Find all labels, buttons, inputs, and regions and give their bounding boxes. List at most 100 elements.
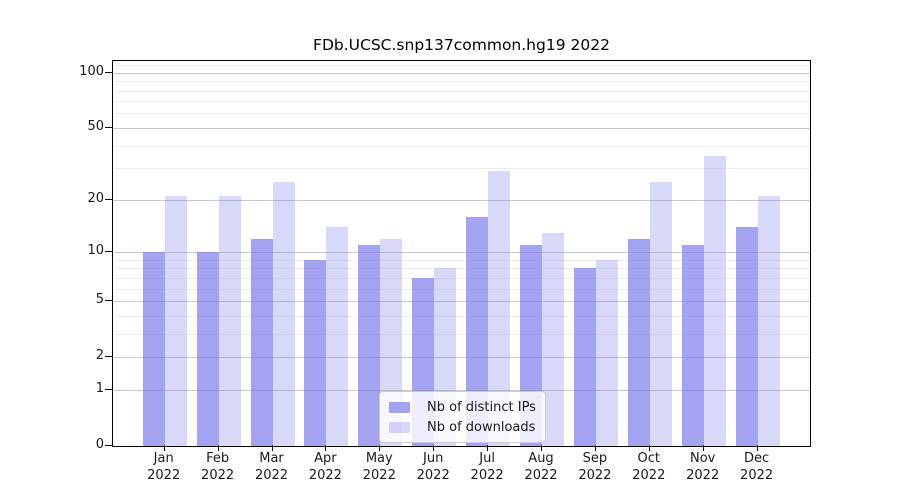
grid-minor-7	[113, 277, 810, 279]
y-tick-label-50: 50	[87, 118, 104, 134]
x-tick-label-feb: Feb 2022	[186, 450, 250, 484]
x-tick-month: Jan	[153, 451, 174, 466]
x-tick-mark-nov	[702, 445, 704, 451]
x-tick-year: 2022	[632, 468, 666, 483]
grid-minor-30	[113, 168, 810, 170]
bar-nb-of-downloads-jan	[164, 195, 187, 446]
x-tick-mark-jan	[163, 445, 165, 451]
bar-nb-of-distinct-ips-may	[358, 245, 381, 446]
y-tick-label-2: 2	[95, 348, 104, 364]
grid-major-100	[113, 72, 810, 74]
y-tick-mark-100	[105, 71, 112, 73]
chart-title: FDb.UCSC.snp137common.hg19 2022	[313, 36, 610, 54]
grid-major-2	[113, 357, 810, 359]
x-tick-label-jan: Jan 2022	[132, 450, 196, 484]
grid-minor-80	[113, 90, 810, 92]
bar-nb-of-distinct-ips-nov	[681, 245, 704, 446]
grid-minor-9	[113, 259, 810, 261]
x-tick-label-dec: Dec 2022	[725, 450, 789, 484]
x-tick-label-apr: Apr 2022	[293, 450, 357, 484]
x-tick-label-mar: Mar 2022	[240, 450, 304, 484]
y-tick-label-0: 0	[95, 437, 104, 452]
bar-nb-of-distinct-ips-mar	[250, 238, 273, 446]
x-tick-month: Oct	[637, 451, 661, 466]
x-tick-mark-dec	[756, 445, 758, 451]
x-tick-label-aug: Aug 2022	[509, 450, 573, 484]
x-tick-month: Aug	[528, 451, 554, 466]
grid-major-50	[113, 127, 810, 129]
x-tick-mark-oct	[648, 445, 650, 451]
grid-minor-4	[113, 315, 810, 317]
bar-nb-of-downloads-feb	[218, 195, 241, 446]
bar-nb-of-downloads-oct	[649, 182, 672, 446]
grid-minor-110	[113, 65, 810, 66]
x-tick-month: Dec	[744, 451, 770, 466]
x-tick-label-nov: Nov 2022	[671, 450, 735, 484]
x-tick-label-jul: Jul 2022	[455, 450, 519, 484]
y-tick-mark-1	[105, 388, 112, 390]
y-tick-label-1: 1	[95, 380, 104, 396]
y-tick-mark-50	[105, 126, 112, 128]
bar-nb-of-distinct-ips-apr	[304, 259, 327, 446]
y-tick-label-20: 20	[87, 190, 104, 206]
x-tick-year: 2022	[740, 468, 774, 483]
x-tick-mark-jun	[433, 445, 435, 451]
bar-nb-of-downloads-aug	[542, 232, 564, 446]
y-tick-mark-2	[105, 356, 112, 358]
grid-minor-70	[113, 101, 810, 103]
y-tick-mark-5	[105, 300, 112, 301]
bar-nb-of-distinct-ips-dec	[735, 226, 758, 446]
bar-nb-of-downloads-apr	[326, 226, 349, 446]
grid-major-10	[113, 252, 810, 253]
grid-major-20	[113, 199, 810, 201]
legend-item-downloads: Nb of downloads	[389, 417, 536, 437]
x-tick-year: 2022	[147, 468, 181, 483]
x-tick-label-may: May 2022	[347, 450, 411, 484]
y-tick-label-100: 100	[79, 63, 104, 79]
grid-major-1	[113, 389, 810, 391]
x-tick-month: Jun	[423, 451, 444, 466]
grid-minor-3	[113, 333, 810, 335]
x-tick-month: Mar	[259, 451, 284, 466]
legend-swatch-downloads	[389, 421, 410, 433]
x-tick-year: 2022	[308, 468, 342, 483]
legend-swatch-distinct-ips	[389, 401, 410, 413]
x-tick-year: 2022	[254, 468, 289, 483]
legend-item-distinct-ips: Nb of distinct IPs	[389, 397, 536, 417]
x-tick-mark-mar	[271, 445, 273, 451]
x-tick-label-sep: Sep 2022	[563, 450, 627, 484]
x-tick-year: 2022	[470, 468, 504, 483]
x-tick-mark-may	[379, 445, 381, 451]
bar-nb-of-distinct-ips-sep	[573, 268, 596, 446]
x-tick-month: Apr	[314, 451, 337, 466]
x-tick-month: Nov	[690, 451, 716, 466]
x-tick-year: 2022	[578, 468, 612, 483]
bar-nb-of-downloads-nov	[703, 156, 726, 446]
grid-minor-6	[113, 288, 810, 290]
x-tick-mark-aug	[541, 445, 542, 451]
plot-area: Nb of distinct IPs Nb of downloads	[112, 60, 811, 447]
x-tick-month: Jul	[479, 451, 495, 466]
grid-minor-40	[113, 145, 810, 147]
x-tick-mark-sep	[594, 445, 596, 451]
x-tick-mark-feb	[217, 445, 219, 451]
legend-label-distinct-ips: Nb of distinct IPs	[427, 399, 536, 415]
y-tick-mark-0	[105, 445, 112, 446]
bar-nb-of-downloads-sep	[595, 259, 618, 446]
y-tick-label-5: 5	[95, 292, 104, 307]
bar-nb-of-distinct-ips-jan	[142, 252, 165, 446]
grid-minor-90	[113, 81, 810, 83]
x-tick-month: Feb	[206, 451, 230, 466]
x-tick-year: 2022	[416, 468, 450, 483]
bar-nb-of-downloads-jul	[488, 170, 511, 446]
x-tick-mark-apr	[325, 445, 327, 451]
y-tick-mark-10	[105, 251, 112, 252]
x-tick-month: Sep	[582, 451, 608, 466]
grid-minor-60	[113, 113, 810, 115]
bar-nb-of-distinct-ips-jul	[466, 216, 489, 446]
bar-nb-of-downloads-mar	[272, 182, 295, 446]
y-tick-label-10: 10	[87, 243, 104, 258]
x-tick-year: 2022	[362, 468, 396, 483]
bar-nb-of-distinct-ips-oct	[627, 238, 650, 446]
bar-nb-of-downloads-dec	[757, 195, 780, 446]
